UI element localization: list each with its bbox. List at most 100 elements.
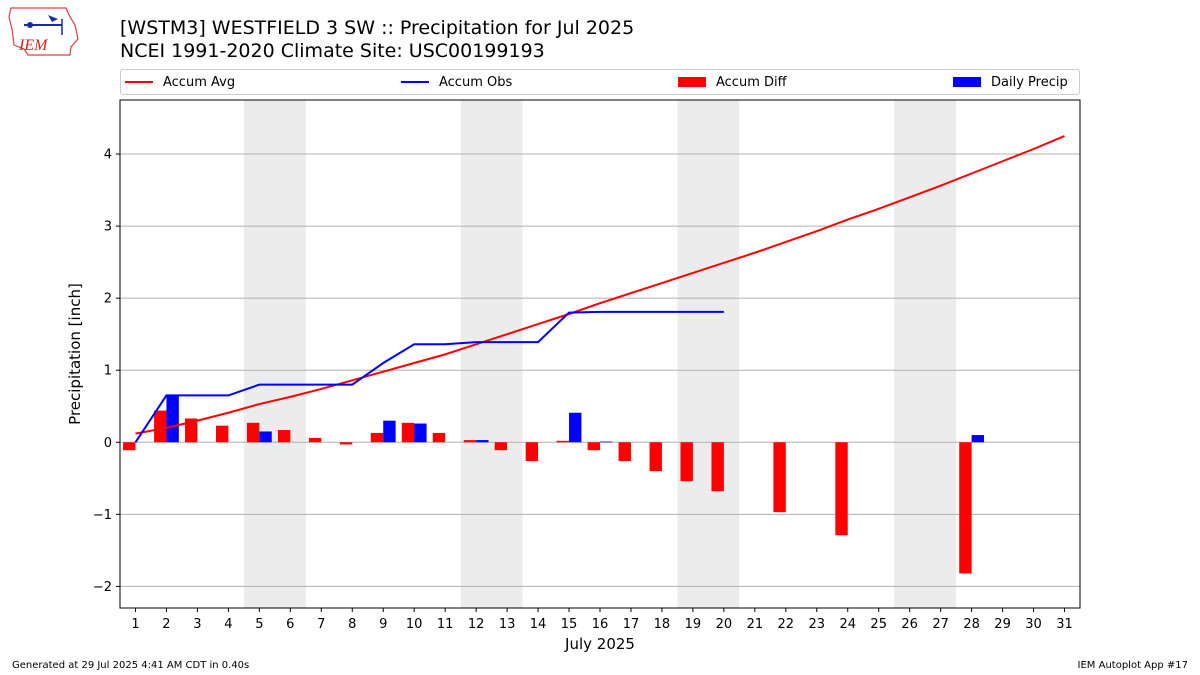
chart-title: [WSTM3] WESTFIELD 3 SW :: Precipitation …: [120, 17, 635, 39]
legend-accum-diff: Accum Diff: [678, 73, 787, 91]
weekend-band-3: [894, 100, 957, 608]
x-tick-label: 3: [193, 617, 201, 632]
x-tick-label: 19: [685, 617, 702, 632]
accum-diff-bar-15: [556, 440, 570, 443]
y-tick-label: −2: [93, 580, 112, 595]
daily-precip-bar-10: [414, 423, 427, 443]
daily-precip-bar-2: [166, 395, 179, 443]
x-tick-label: 21: [747, 617, 764, 632]
legend-accum-obs-label: Accum Obs: [439, 74, 513, 90]
accum-diff-bar-22: [773, 442, 786, 513]
weekend-band-2: [677, 100, 740, 608]
x-tick-label: 7: [317, 617, 325, 632]
y-ticks: −2 −1 0 1 2 3 4: [93, 148, 120, 595]
legend-accum-avg-label: Accum Avg: [163, 74, 236, 90]
x-tick-label: 12: [468, 617, 485, 632]
accum-diff-bar-16: [587, 442, 600, 451]
accum-diff-bar-7: [308, 437, 322, 443]
x-tick-label: 2: [162, 617, 170, 632]
legend-accum-avg: Accum Avg: [125, 73, 235, 91]
x-tick-label: 13: [499, 617, 516, 632]
x-tick-label: 11: [437, 617, 454, 632]
x-tick-label: 18: [654, 617, 671, 632]
accum-avg-line: [135, 135, 1065, 435]
accum-diff-bar-20: [711, 442, 724, 492]
accum-diff-bar-9: [370, 432, 384, 443]
x-tick-label: 15: [561, 617, 578, 632]
accum-diff-bar-3: [185, 418, 198, 443]
legend-daily-precip: Daily Precip: [953, 73, 1068, 91]
weekend-band-0: [243, 100, 306, 608]
legend-accum-obs-swatch: [401, 81, 429, 83]
app-credit: IEM Autoplot App #17: [1077, 660, 1188, 671]
accum-diff-bar-17: [618, 442, 631, 462]
daily-precip-bar-9: [383, 420, 396, 443]
daily-precip-bar-16: [600, 441, 613, 443]
daily-precip-bar-12: [476, 440, 489, 443]
x-tick-label: 9: [379, 617, 387, 632]
accum-diff-bar-10: [401, 422, 415, 443]
x-tick-label: 28: [963, 617, 980, 632]
daily-precip-bar-28: [971, 435, 984, 443]
y-tick-label: 3: [104, 220, 112, 235]
legend-daily-precip-swatch: [953, 77, 981, 87]
logo-text: IEM: [18, 37, 49, 54]
x-ticks: 1 2 3 4 5 6 7 8 9 10 11 12 13 14 15 16 17 18 19 20 21 22 23 24 2…: [131, 608, 1073, 632]
accum-diff-bar-4: [216, 425, 229, 443]
accum-diff-bar-24: [835, 442, 848, 536]
x-tick-label: 14: [530, 617, 547, 632]
generated-timestamp: Generated at 29 Jul 2025 4:41 AM CDT in …: [12, 660, 250, 671]
accum-diff-bar-2: [154, 410, 167, 443]
legend-accum-diff-label: Accum Diff: [716, 74, 787, 90]
x-tick-label: 24: [839, 617, 856, 632]
accum-diff-bar-5: [246, 422, 260, 443]
y-tick-label: 2: [104, 292, 112, 307]
y-tick-label: −1: [93, 508, 112, 523]
y-tick-label: 4: [104, 148, 112, 163]
x-tick-label: 10: [406, 617, 423, 632]
chart-subtitle: NCEI 1991-2020 Climate Site: USC00199193: [120, 40, 545, 62]
accum-diff-bar-28: [959, 442, 972, 574]
y-axis-label: Precipitation [inch]: [66, 283, 84, 425]
x-tick-label: 29: [994, 617, 1011, 632]
accum-diff-bar-8: [339, 442, 353, 445]
iem-logo: IEM: [8, 5, 80, 59]
x-tick-label: 31: [1056, 617, 1073, 632]
accum-diff-bar-14: [525, 442, 539, 462]
x-tick-label: 17: [623, 617, 640, 632]
x-tick-label: 8: [348, 617, 356, 632]
x-tick-label: 30: [1025, 617, 1042, 632]
accum-diff-bar-1: [123, 442, 136, 451]
y-tick-label: 0: [104, 436, 112, 451]
accum-obs-line: [134, 310, 724, 443]
weekend-bands: [243, 100, 957, 608]
accum-diff-bar-19: [680, 442, 693, 482]
bar-series: [123, 395, 984, 574]
legend-accum-avg-swatch: [125, 81, 153, 83]
x-tick-label: 6: [286, 617, 294, 632]
x-axis-label: July 2025: [564, 635, 635, 653]
accum-diff-bar-13: [494, 442, 508, 451]
x-tick-label: 20: [716, 617, 733, 632]
x-tick-label: 5: [255, 617, 263, 632]
legend: Accum Avg Accum Obs Accum Diff Daily Pre…: [120, 69, 1080, 95]
x-tick-label: 27: [932, 617, 949, 632]
x-tick-label: 16: [592, 617, 609, 632]
weekend-band-1: [460, 100, 523, 608]
accum-diff-bar-11: [432, 432, 446, 443]
y-tick-label: 1: [104, 364, 112, 379]
accum-diff-bar-18: [649, 442, 662, 472]
daily-precip-bar-5: [259, 431, 272, 443]
x-tick-label: 4: [224, 617, 232, 632]
legend-accum-obs: Accum Obs: [401, 73, 512, 91]
x-tick-label: 26: [901, 617, 918, 632]
x-tick-label: 25: [870, 617, 887, 632]
x-tick-label: 22: [778, 617, 795, 632]
legend-accum-diff-swatch: [678, 77, 706, 87]
legend-daily-precip-label: Daily Precip: [991, 74, 1068, 90]
x-tick-label: 23: [809, 617, 826, 632]
accum-diff-bar-6: [277, 430, 291, 443]
accum-diff-bar-12: [463, 440, 477, 443]
x-tick-label: 1: [131, 617, 139, 632]
